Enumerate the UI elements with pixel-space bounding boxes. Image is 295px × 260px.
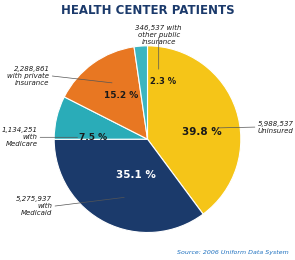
Text: 5,988,537
Uninsured: 5,988,537 Uninsured (258, 121, 294, 134)
Text: 346,537 with
other public
insurance: 346,537 with other public insurance (135, 24, 182, 45)
Wedge shape (134, 46, 148, 139)
Text: 2,288,861
with private
insurance: 2,288,861 with private insurance (7, 66, 50, 86)
Wedge shape (148, 46, 241, 214)
Text: 5,275,937
with
Medicaid: 5,275,937 with Medicaid (16, 196, 52, 216)
Text: 15.2 %: 15.2 % (104, 91, 138, 100)
Text: 39.8 %: 39.8 % (182, 127, 222, 137)
Wedge shape (54, 97, 148, 139)
Wedge shape (64, 47, 148, 139)
Text: 1,134,251
with
Medicare: 1,134,251 with Medicare (1, 127, 37, 147)
Text: 35.1 %: 35.1 % (116, 170, 156, 180)
Text: 7.5 %: 7.5 % (79, 133, 107, 142)
Title: HEALTH CENTER PATIENTS: HEALTH CENTER PATIENTS (61, 4, 234, 17)
Wedge shape (54, 139, 203, 232)
Text: Source: 2006 Uniform Data System: Source: 2006 Uniform Data System (177, 250, 289, 255)
Text: 2.3 %: 2.3 % (150, 77, 176, 86)
